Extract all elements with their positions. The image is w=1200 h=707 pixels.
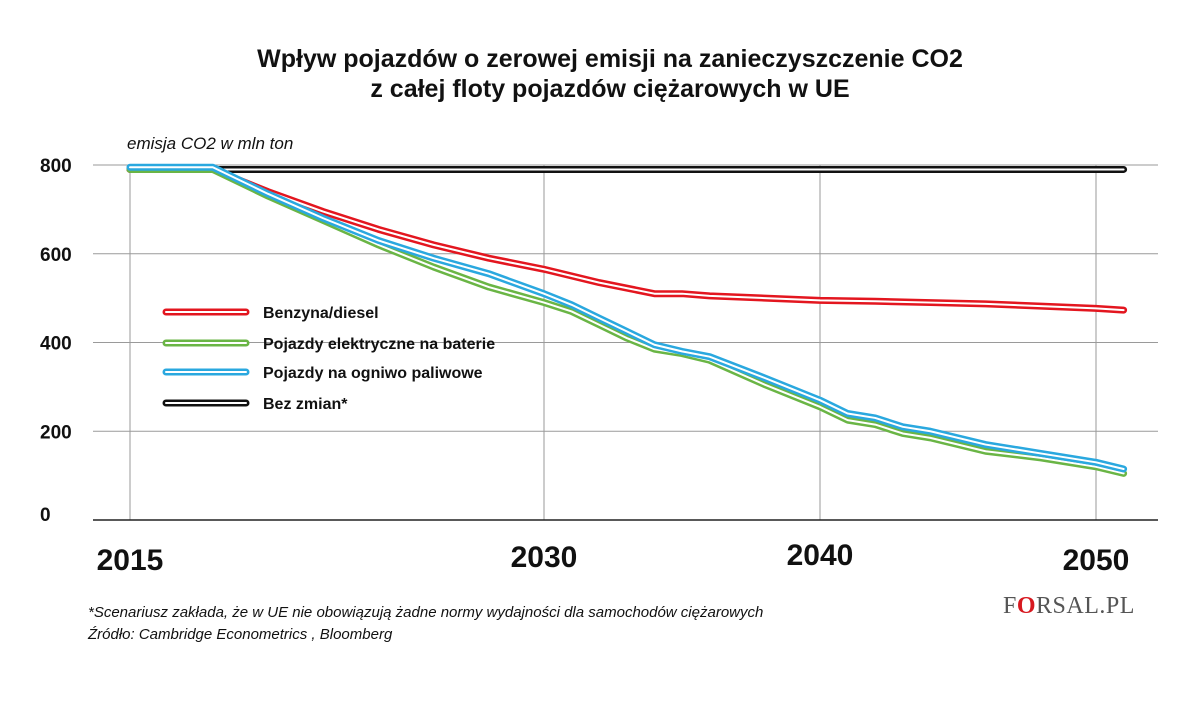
- x-tick-label: 2015: [97, 544, 164, 577]
- legend-label: Pojazdy elektryczne na baterie: [263, 336, 495, 353]
- logo-letter-rest: RSAL.PL: [1036, 593, 1135, 619]
- y-axis-label: emisja CO2 w mln ton: [127, 134, 294, 153]
- footnote-scenario: *Scenariusz zakłada, że w UE nie obowiąz…: [88, 604, 764, 621]
- footnote: *Scenariusz zakłada, że w UE nie obowiąz…: [88, 602, 763, 646]
- forsal-logo: FORSAL.PL: [1003, 593, 1135, 620]
- footnote-source: Źródło: Cambridge Econometrics , Bloombe…: [88, 626, 393, 643]
- x-tick-label: 2050: [1063, 544, 1130, 577]
- y-tick-label: 200: [40, 422, 72, 443]
- logo-letter-f: F: [1003, 593, 1017, 619]
- chart-title-line2: z całej floty pojazdów ciężarowych w UE: [370, 75, 850, 103]
- x-tick-label: 2040: [787, 539, 854, 572]
- chart-title-line1: Wpływ pojazdów o zerowej emisji na zanie…: [257, 45, 963, 73]
- legend-label: Benzyna/diesel: [263, 305, 379, 322]
- y-tick-label: 400: [40, 334, 72, 355]
- y-tick-label: 800: [40, 156, 72, 177]
- chart-title: Wpływ pojazdów o zerowej emisji na zanie…: [0, 44, 1200, 104]
- y-tick-label: 0: [40, 505, 51, 526]
- y-tick-label: 600: [40, 245, 72, 266]
- series-line-core-benzyna-diesel: [129, 168, 1125, 312]
- logo-letter-o: O: [1016, 593, 1037, 619]
- series-line-core-ogniwo-paliwowe: [129, 166, 1125, 470]
- legend-label: Pojazdy na ogniwo paliwowe: [263, 365, 483, 382]
- legend-label: Bez zmian*: [263, 396, 348, 413]
- x-tick-label: 2030: [511, 541, 578, 574]
